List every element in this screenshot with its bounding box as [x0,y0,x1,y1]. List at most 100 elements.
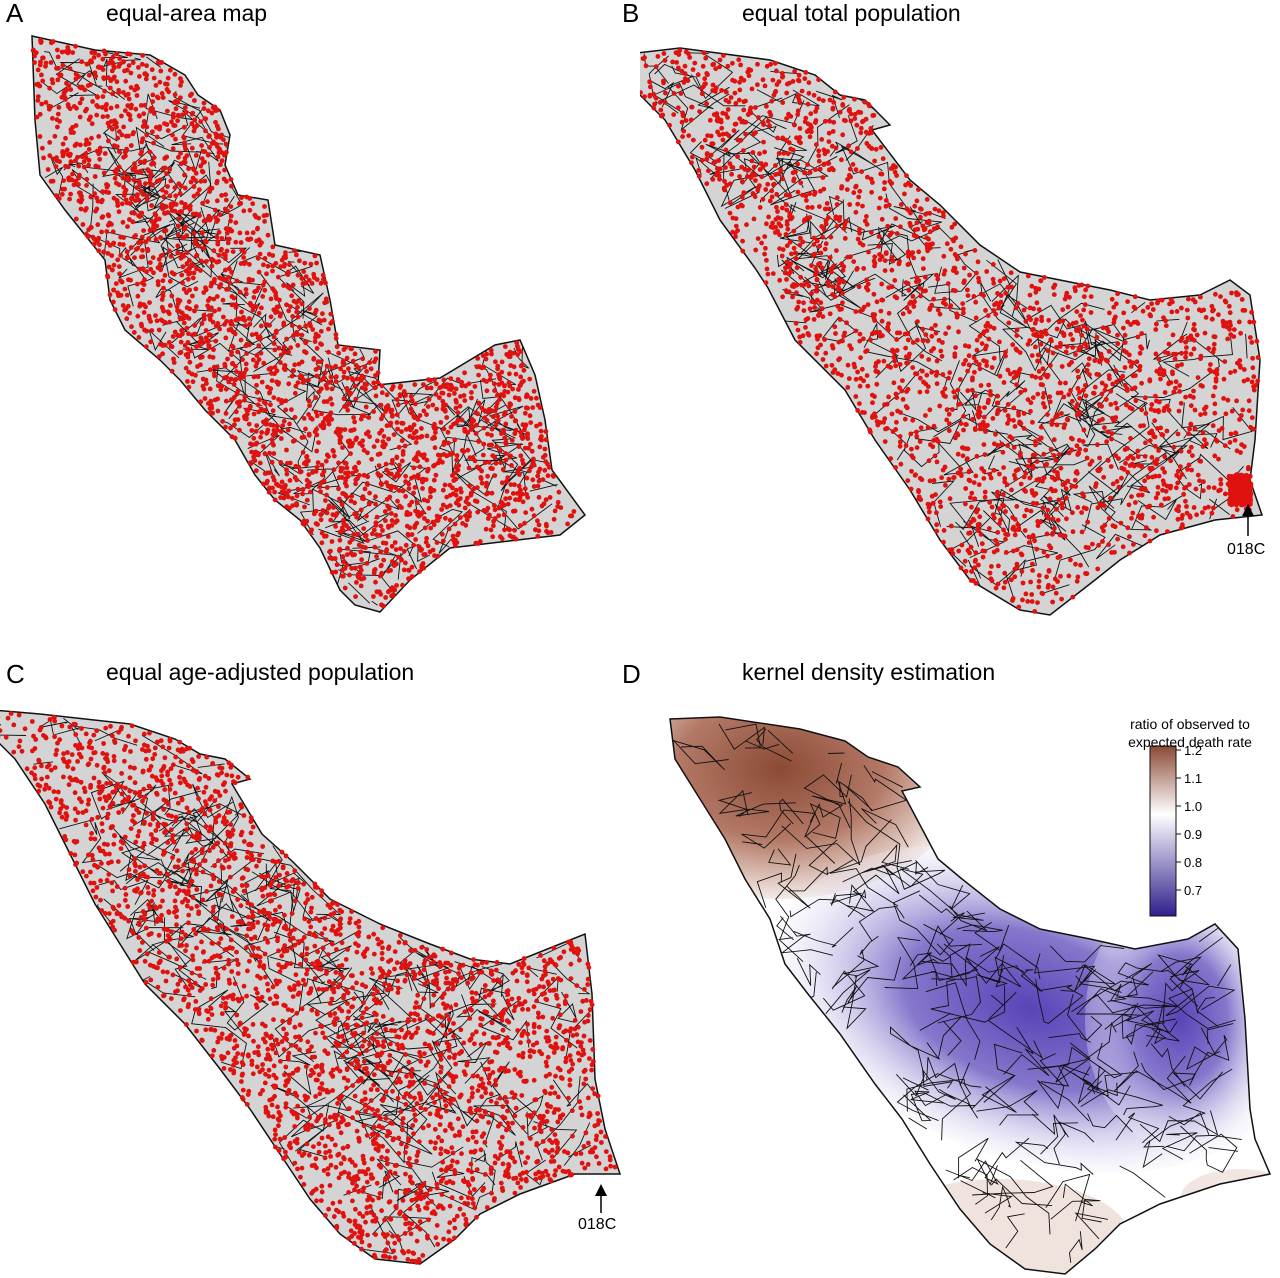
death-point [120,175,126,181]
death-point [1200,444,1206,449]
death-point [286,308,292,314]
death-point [215,383,221,389]
death-point [431,477,437,483]
death-point [1101,474,1107,480]
death-point [1049,418,1055,424]
death-point [124,255,130,260]
death-point [733,101,739,106]
death-point [95,222,101,228]
death-point [338,465,344,471]
death-point [1182,485,1187,491]
death-point [203,285,208,291]
death-point [1028,508,1034,514]
death-point [276,380,282,386]
death-point [1009,487,1014,493]
death-point [420,486,425,491]
tract-boundary [660,84,746,114]
death-point [1166,496,1171,501]
death-point [161,194,167,200]
death-point [1067,294,1072,300]
death-point [488,347,494,353]
death-point [318,328,324,334]
death-point [141,228,147,234]
death-point [806,90,812,96]
death-point [702,76,708,82]
death-point [937,403,943,409]
tract-boundary [1067,396,1104,439]
death-point [229,269,235,275]
death-point [346,366,351,372]
death-point [764,257,769,263]
death-point [364,513,369,519]
death-point [281,418,287,424]
death-point [853,309,859,314]
death-point [374,532,379,538]
death-point [142,122,147,128]
death-point [1144,525,1149,531]
death-point [1058,390,1064,396]
death-point [125,224,130,230]
death-point [157,261,163,267]
death-point [1214,438,1220,444]
death-point [86,141,92,147]
death-point [89,121,95,127]
death-point [919,477,925,483]
death-point [1036,358,1041,364]
death-point [1162,390,1168,395]
death-point [150,255,156,260]
death-point [789,283,795,289]
death-point [238,261,244,266]
death-point [253,468,259,474]
death-point [775,209,780,214]
death-point [261,444,266,449]
death-point [364,382,369,387]
death-point [149,67,155,73]
death-point [262,451,268,457]
death-point [1179,305,1184,311]
tract-boundary [144,110,207,140]
death-point [316,333,321,339]
death-point [386,506,392,512]
death-point [1068,387,1073,393]
death-point [66,177,72,183]
death-point [1238,330,1243,336]
death-point [934,272,939,278]
death-point [732,230,738,236]
death-point [270,244,276,250]
death-point [1200,510,1205,515]
death-point [394,583,399,588]
death-point [99,105,105,110]
death-point [427,549,433,555]
death-point [503,496,508,502]
death-point [744,174,750,180]
death-point [755,61,760,67]
death-point [1019,552,1025,558]
tract-boundary [239,255,315,294]
death-point [1135,334,1141,340]
death-point [172,185,178,191]
death-point [793,250,798,256]
death-point [60,63,66,68]
death-point [238,337,244,343]
death-point [894,330,900,336]
death-point [816,77,821,83]
death-point [247,207,253,213]
death-point [965,368,970,374]
death-point [184,153,190,159]
death-point [1113,400,1118,406]
death-point [1132,294,1138,300]
death-point [327,413,333,418]
death-point [984,363,990,368]
tract-boundary [488,405,528,436]
death-point [161,228,167,234]
death-point [1106,349,1112,354]
death-point [1069,484,1075,489]
death-point [76,182,81,187]
death-point [1075,574,1081,580]
death-point [682,71,688,76]
death-point [265,427,271,433]
death-point [353,594,358,599]
death-point [134,83,140,89]
death-point [136,197,142,203]
death-point [894,419,899,425]
